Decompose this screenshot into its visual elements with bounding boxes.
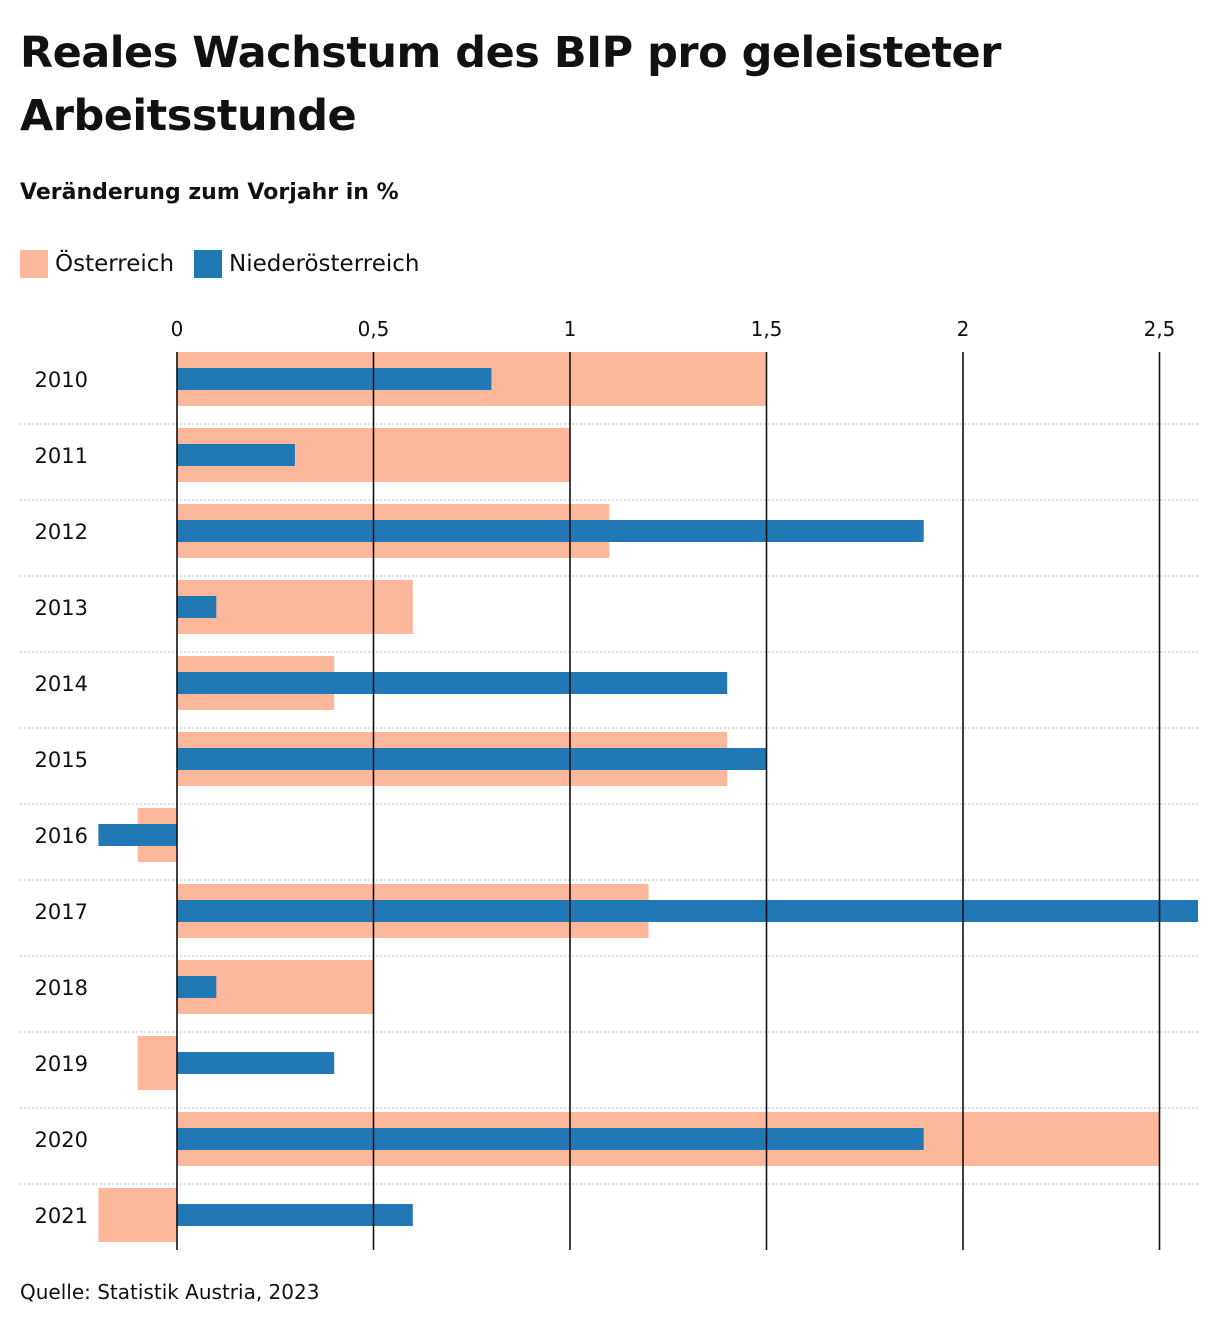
bar-niederoesterreich-2018 — [177, 976, 217, 998]
bar-niederoesterreich-2010 — [177, 368, 492, 390]
bar-niederoesterreich-2021 — [177, 1204, 413, 1226]
category-label: 2010 — [35, 368, 88, 392]
bar-niederoesterreich-2019 — [177, 1052, 335, 1074]
category-label: 2011 — [35, 444, 88, 468]
legend: Österreich Niederösterreich — [20, 248, 439, 280]
category-label: 2016 — [35, 824, 88, 848]
bar-niederoesterreich-2012 — [177, 520, 924, 542]
x-tick-label: 1,5 — [751, 317, 783, 341]
legend-label-niederoesterreich: Niederösterreich — [229, 251, 420, 277]
category-label: 2014 — [35, 672, 88, 696]
bar-niederoesterreich-2017 — [177, 900, 1198, 922]
legend-swatch-oesterreich — [20, 250, 48, 278]
chart-subtitle: Veränderung zum Vorjahr in % — [20, 180, 399, 205]
bar-chart: 2010 2011 2012 2013 2014 2015 2016 2017 2018 2019… — [20, 317, 1198, 1250]
x-tick-label: 0 — [171, 317, 184, 341]
chart-title: Reales Wachstum des BIP pro geleisteter … — [20, 28, 1001, 141]
bar-niederoesterreich-2020 — [177, 1128, 924, 1150]
x-tick-label: 0,5 — [358, 317, 390, 341]
legend-item-niederoesterreich: Niederösterreich — [194, 250, 419, 278]
legend-swatch-niederoesterreich — [194, 250, 223, 278]
category-label: 2012 — [35, 520, 88, 544]
bar-niederoesterreich-2015 — [177, 748, 767, 770]
bar-niederoesterreich-2013 — [177, 596, 217, 618]
category-label: 2013 — [35, 596, 88, 620]
category-label: 2021 — [35, 1204, 88, 1228]
legend-label-oesterreich: Österreich — [55, 251, 175, 277]
bar-niederoesterreich-2014 — [177, 672, 728, 694]
category-label: 2015 — [35, 748, 88, 772]
category-label: 2020 — [35, 1128, 88, 1152]
bar-niederoesterreich-2011 — [177, 444, 295, 466]
source-note: Quelle: Statistik Austria, 2023 — [20, 1280, 320, 1304]
legend-item-oesterreich: Österreich — [20, 250, 174, 278]
bar-niederoesterreich-2016 — [98, 824, 177, 846]
x-tick-label: 2,5 — [1144, 317, 1176, 341]
category-label: 2018 — [35, 976, 88, 1000]
x-tick-label: 2 — [957, 317, 970, 341]
category-label: 2017 — [35, 900, 88, 924]
x-tick-label: 1 — [564, 317, 577, 341]
bar-oesterreich-2021 — [98, 1188, 177, 1242]
category-label: 2019 — [35, 1052, 88, 1076]
bar-oesterreich-2019 — [137, 1036, 177, 1090]
